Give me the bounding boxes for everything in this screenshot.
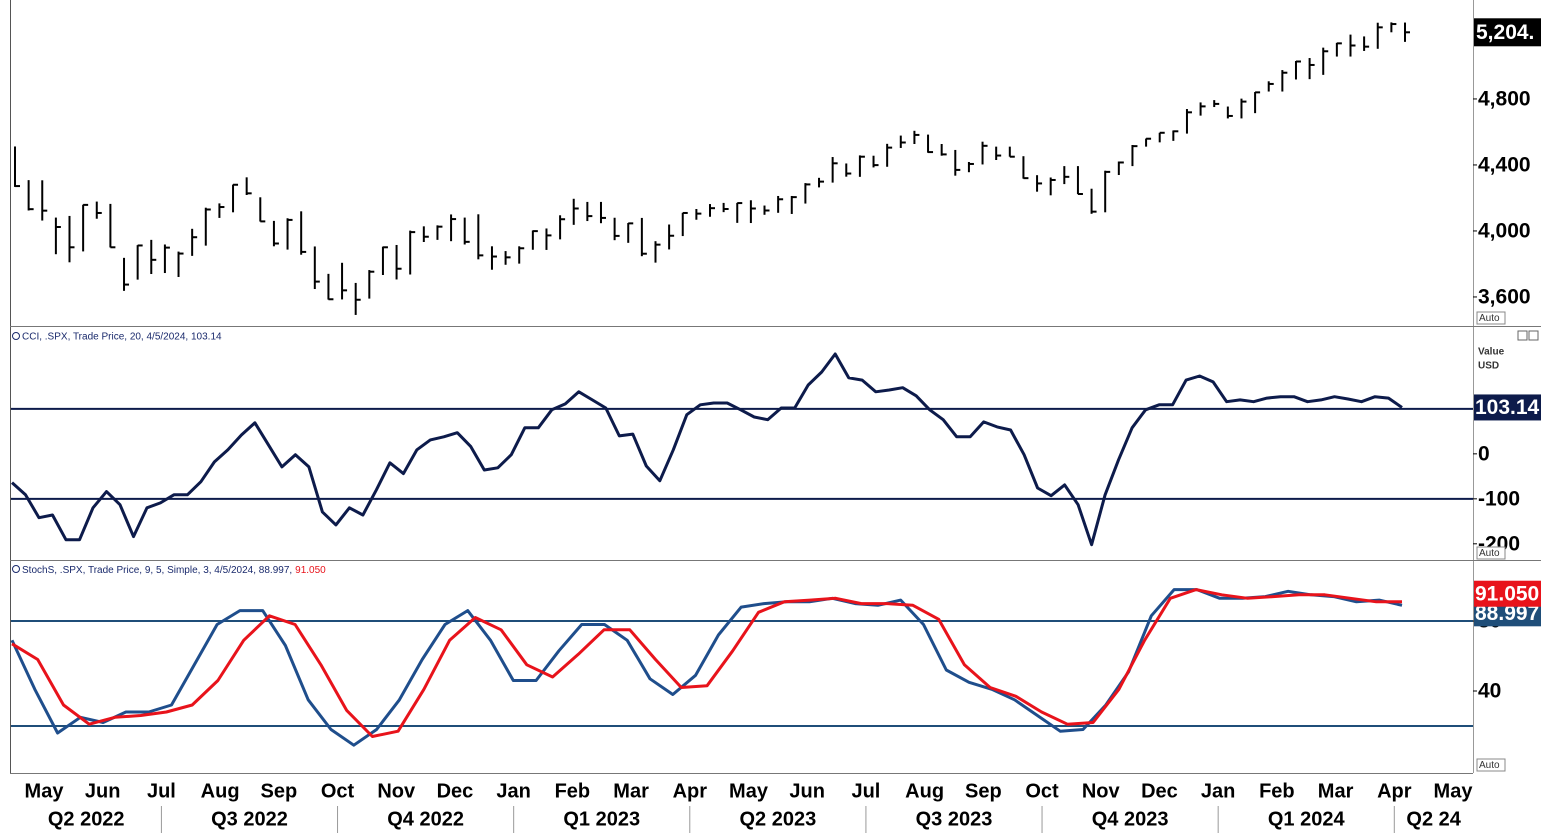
x-tick-label: Jul — [851, 780, 880, 802]
y-unit-label: USD — [1478, 361, 1499, 372]
x-tick-label: Mar — [613, 780, 649, 802]
x-tick-label: Dec — [437, 780, 474, 802]
quarter-label: Q2 2022 — [48, 808, 125, 830]
y-tick-label: 0 — [1478, 442, 1490, 465]
y-tick-label: 4,800 — [1478, 88, 1531, 111]
stoch-title-last: 91.050 — [295, 565, 326, 576]
x-tick-label: Sep — [965, 780, 1002, 802]
stoch-title: StochS, .SPX, Trade Price, 9, 5, Simple,… — [22, 565, 326, 576]
x-tick-label: Dec — [1141, 780, 1178, 802]
quarter-label: Q1 2023 — [563, 808, 640, 830]
x-tick-label: Nov — [1082, 780, 1121, 802]
quarter-label: Q3 2023 — [916, 808, 993, 830]
auto-label: Auto — [1479, 548, 1500, 559]
quarter-label: Q4 2023 — [1092, 808, 1169, 830]
x-tick-label: Feb — [555, 780, 591, 802]
y-tick-label: 4,000 — [1478, 219, 1531, 242]
auto-box — [1476, 546, 1506, 560]
last-value-label: 91.050 — [1475, 582, 1539, 605]
x-tick-label: Sep — [260, 780, 297, 802]
last-value-label: 5,204. — [1476, 21, 1534, 44]
x-tick-label: May — [1434, 780, 1474, 802]
stoch-title-main: StochS, .SPX, Trade Price, 9, 5, Simple,… — [22, 565, 292, 576]
quarter-label: Q2 24 — [1406, 808, 1461, 830]
x-tick-label: Nov — [377, 780, 416, 802]
x-tick-label: Mar — [1318, 780, 1354, 802]
quarter-label: Q2 2023 — [739, 808, 816, 830]
panel-button[interactable] — [1517, 330, 1528, 341]
x-tick-label: Feb — [1259, 780, 1295, 802]
quarter-label: Q3 2022 — [211, 808, 288, 830]
y-tick-label: 40 — [1478, 680, 1501, 703]
y-unit-label: Value — [1478, 347, 1505, 358]
x-tick-label: Jan — [1201, 780, 1235, 802]
x-tick-label: Jan — [496, 780, 530, 802]
last-value-box — [1474, 580, 1541, 607]
y-tick-label: 4,400 — [1478, 153, 1531, 176]
auto-box — [1476, 311, 1506, 325]
last-value-label: 103.14 — [1475, 396, 1540, 419]
panel-close[interactable] — [1528, 330, 1539, 341]
cci-title: CCI, .SPX, Trade Price, 20, 4/5/2024, 10… — [22, 332, 222, 343]
series-line — [11, 588, 1403, 738]
quarter-label: Q4 2022 — [387, 808, 464, 830]
quarter-label: Q1 2024 — [1268, 808, 1346, 830]
x-tick-label: Jul — [147, 780, 176, 802]
last-value-box — [1474, 394, 1541, 421]
x-tick-label: Jun — [789, 780, 825, 802]
x-tick-label: Apr — [1377, 780, 1412, 802]
series-line — [10, 352, 1403, 547]
last-value-box — [1474, 18, 1541, 47]
auto-label: Auto — [1479, 760, 1500, 771]
x-tick-label: Oct — [321, 780, 355, 802]
x-tick-label: Jun — [85, 780, 121, 802]
x-tick-label: Aug — [201, 780, 240, 802]
panel-icon — [12, 332, 20, 340]
series-line — [10, 588, 1403, 747]
auto-label: Auto — [1479, 313, 1500, 324]
x-tick-label: Aug — [905, 780, 944, 802]
x-tick-label: May — [729, 780, 769, 802]
panel-icon — [12, 565, 20, 573]
last-value-label: 88.997 — [1475, 602, 1539, 625]
y-tick-label: -100 — [1478, 487, 1520, 510]
auto-box — [1476, 758, 1506, 772]
x-tick-label: Apr — [673, 780, 708, 802]
y-tick-label: 3,600 — [1478, 285, 1531, 308]
x-tick-label: Oct — [1025, 780, 1059, 802]
x-tick-label: May — [25, 780, 65, 802]
